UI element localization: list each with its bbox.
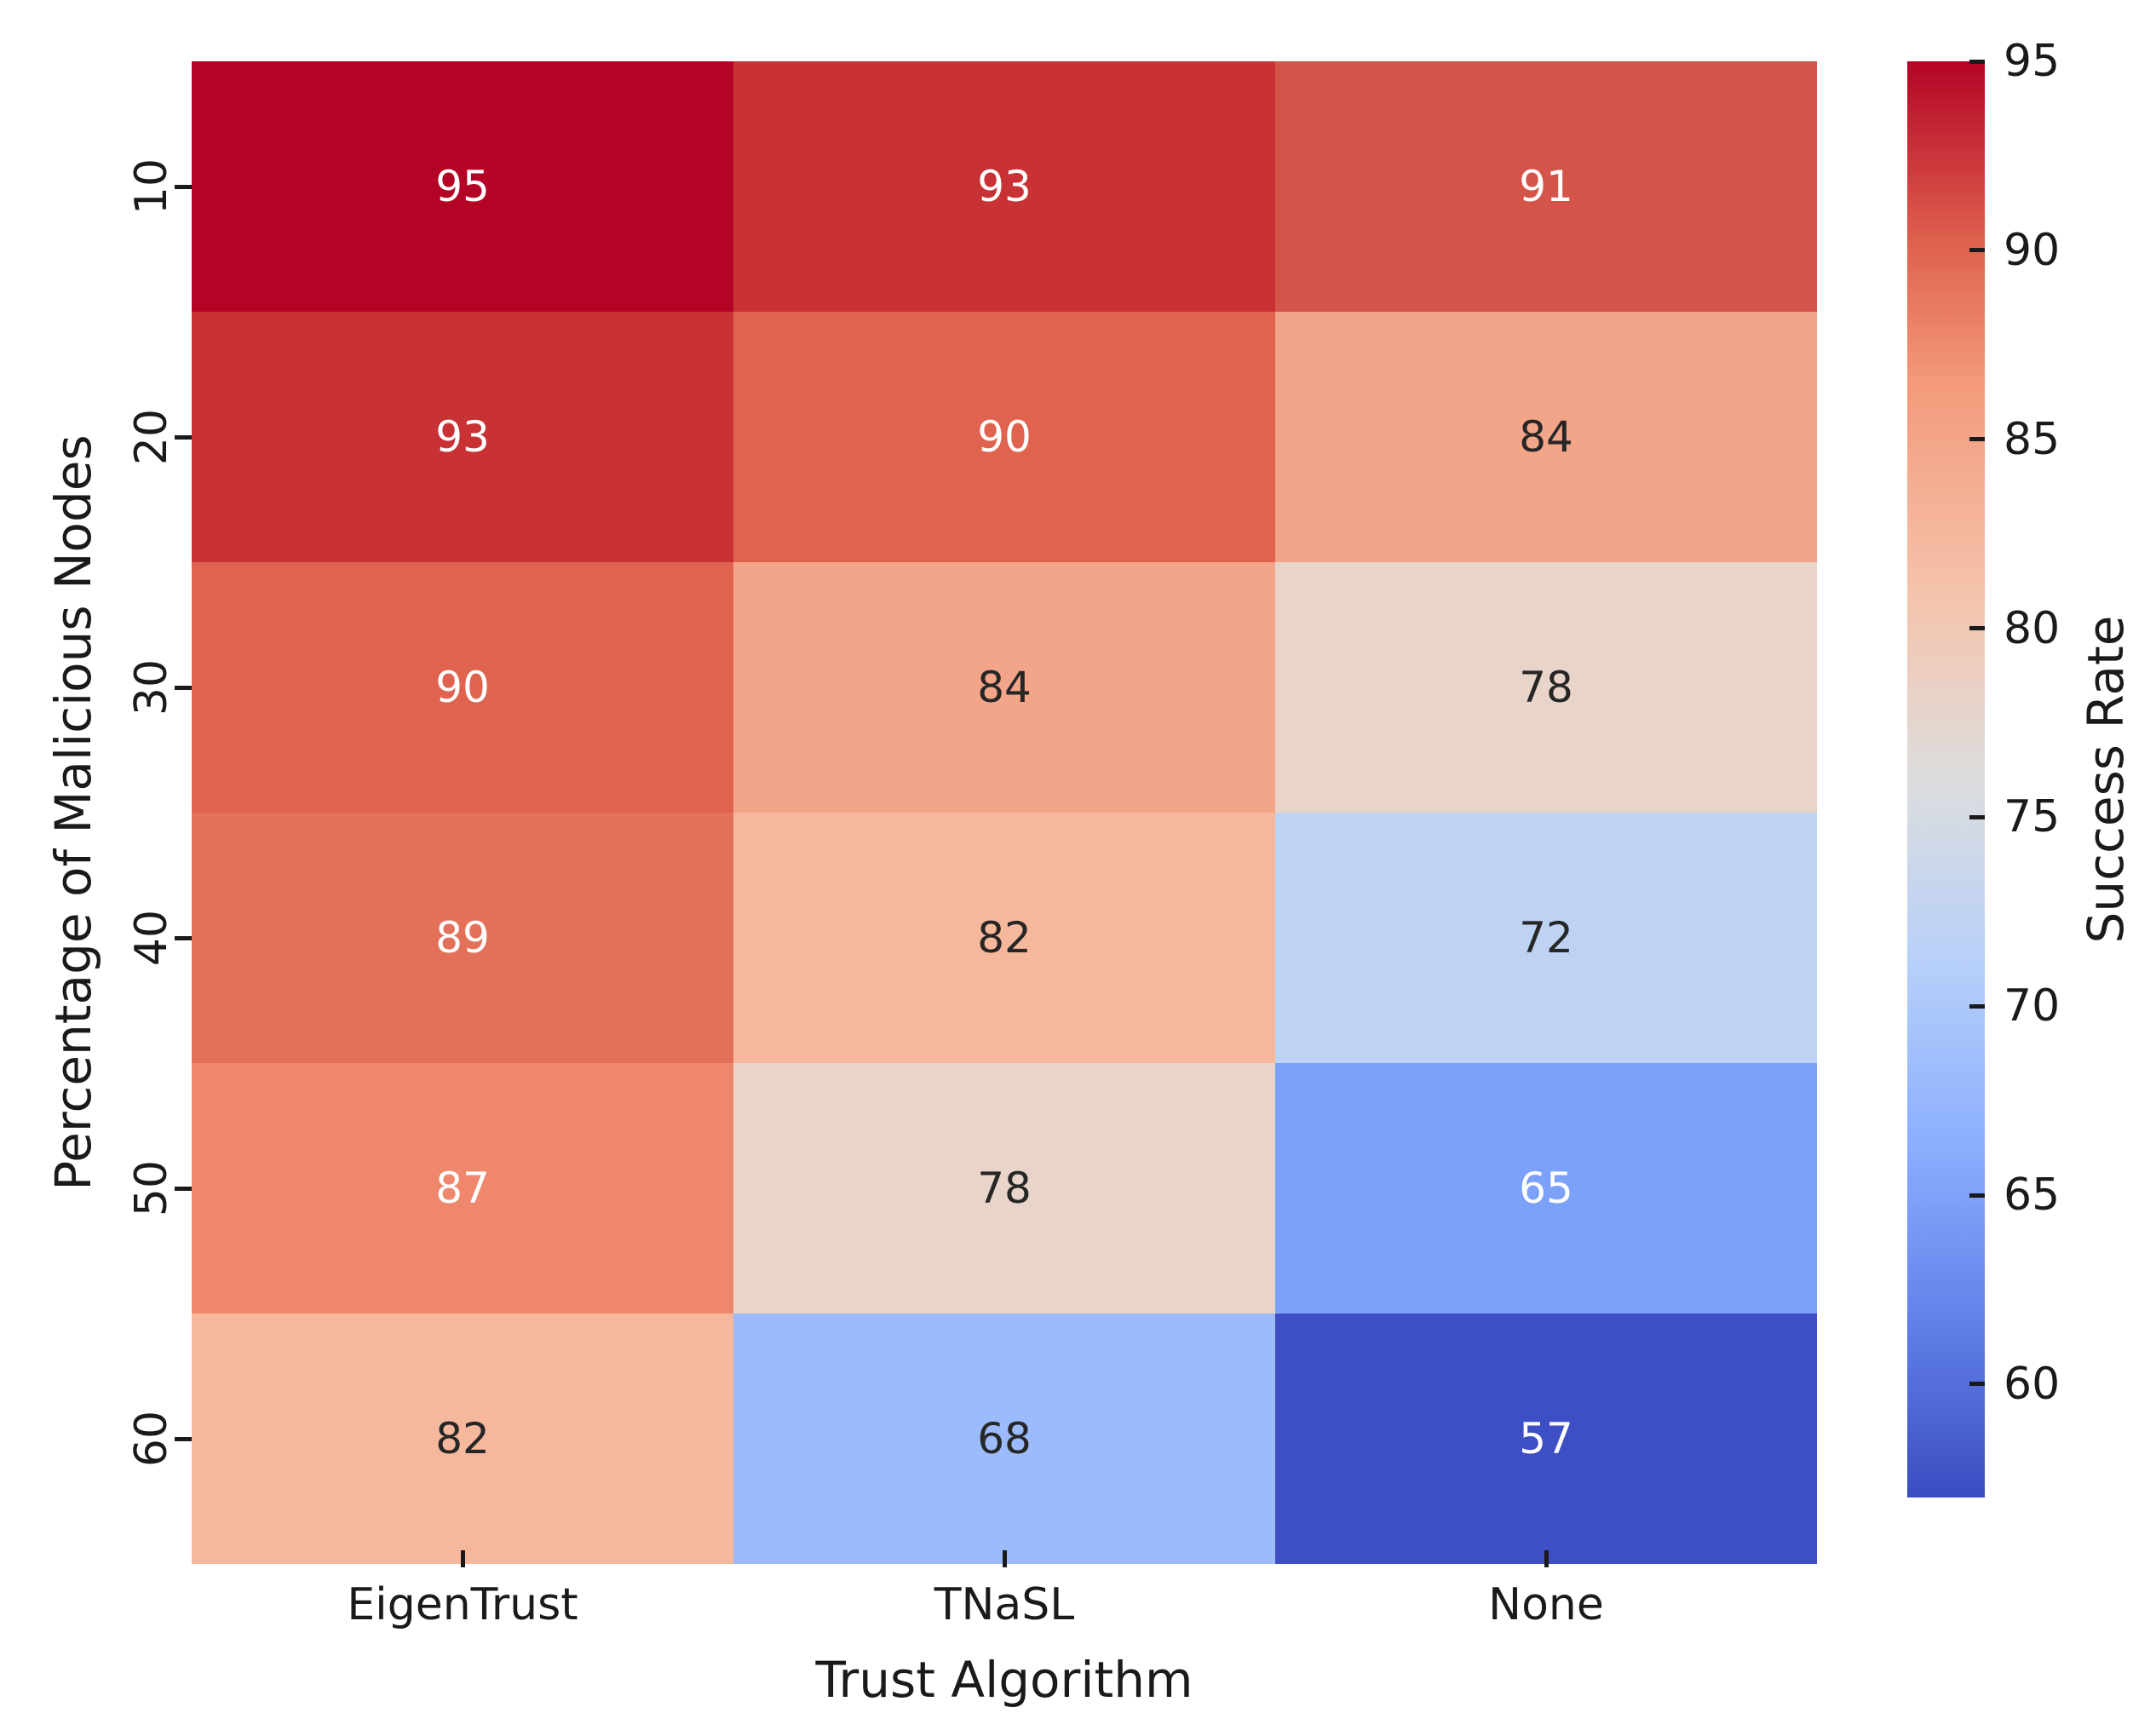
- y-tick-label: 10: [126, 158, 177, 216]
- heatmap-cell-60-EigenTrust: 82: [192, 1313, 733, 1564]
- colorbar-tick-label: 75: [2004, 791, 2061, 843]
- heatmap-cell-20-None: 84: [1275, 312, 1817, 562]
- colorbar-tick-label: 60: [2004, 1358, 2061, 1410]
- heatmap-cell-50-None: 65: [1275, 1063, 1817, 1313]
- colorbar-tick-mark: [1969, 437, 1985, 442]
- colorbar-tick-mark: [1969, 1382, 1985, 1387]
- x-tick-label: EigenTrust: [347, 1579, 578, 1630]
- colorbar-tick-label: 70: [2004, 980, 2061, 1032]
- y-tick-mark: [175, 1186, 192, 1191]
- y-tick-mark: [175, 434, 192, 440]
- colorbar-tick-mark: [1969, 814, 1985, 819]
- colorbar-tick-label: 95: [2004, 36, 2061, 87]
- heatmap-cell-40-None: 72: [1275, 813, 1817, 1063]
- heatmap-cell-30-EigenTrust: 90: [192, 562, 733, 813]
- colorbar-title: Success Rate: [2077, 615, 2135, 944]
- heatmap-cell-20-EigenTrust: 93: [192, 312, 733, 562]
- colorbar-tick-mark: [1969, 626, 1985, 631]
- y-tick-label: 50: [126, 1159, 177, 1217]
- heatmap-cell-10-None: 91: [1275, 61, 1817, 312]
- colorbar-tick-mark: [1969, 59, 1985, 64]
- colorbar-tick-mark: [1969, 1003, 1985, 1009]
- x-tick-label: None: [1488, 1579, 1604, 1630]
- colorbar-tick-mark: [1969, 248, 1985, 253]
- y-tick-mark: [175, 1436, 192, 1441]
- colorbar-tick-label: 80: [2004, 602, 2061, 654]
- y-tick-mark: [175, 685, 192, 690]
- heatmap-cell-60-None: 57: [1275, 1313, 1817, 1564]
- heatmap-cell-40-EigenTrust: 89: [192, 813, 733, 1063]
- heatmap-cell-40-TNaSL: 82: [733, 813, 1275, 1063]
- heatmap-cell-30-None: 78: [1275, 562, 1817, 813]
- heatmap-cell-50-TNaSL: 78: [733, 1063, 1275, 1313]
- colorbar-tick-label: 65: [2004, 1170, 2061, 1222]
- heatmap-cell-60-TNaSL: 68: [733, 1313, 1275, 1564]
- y-tick-label: 30: [126, 658, 177, 716]
- heatmap-cell-20-TNaSL: 90: [733, 312, 1275, 562]
- x-tick-label: TNaSL: [934, 1579, 1075, 1630]
- y-tick-mark: [175, 184, 192, 189]
- y-tick-label: 40: [126, 909, 177, 967]
- x-axis-title: Trust Algorithm: [815, 1651, 1193, 1709]
- x-tick-mark: [460, 1550, 465, 1567]
- colorbar-gradient: [1907, 61, 1985, 1497]
- y-tick-label: 60: [126, 1410, 177, 1468]
- y-tick-mark: [175, 935, 192, 940]
- y-axis-title: Percentage of Malicious Nodes: [44, 434, 102, 1191]
- colorbar-tick-label: 85: [2004, 413, 2061, 465]
- heatmap-cell-10-TNaSL: 93: [733, 61, 1275, 312]
- heatmap-grid: 95 93 91 93 90 84 90 84 78 89 82 72 87 78 65 82 68 57: [192, 61, 1817, 1564]
- heatmap-cell-10-EigenTrust: 95: [192, 61, 733, 312]
- y-tick-label: 20: [126, 408, 177, 466]
- x-tick-mark: [1544, 1550, 1549, 1567]
- heatmap-cell-50-EigenTrust: 87: [192, 1063, 733, 1313]
- heatmap-cell-30-TNaSL: 84: [733, 562, 1275, 813]
- colorbar-tick-label: 90: [2004, 224, 2061, 276]
- colorbar-tick-mark: [1969, 1193, 1985, 1198]
- x-tick-mark: [1002, 1550, 1007, 1567]
